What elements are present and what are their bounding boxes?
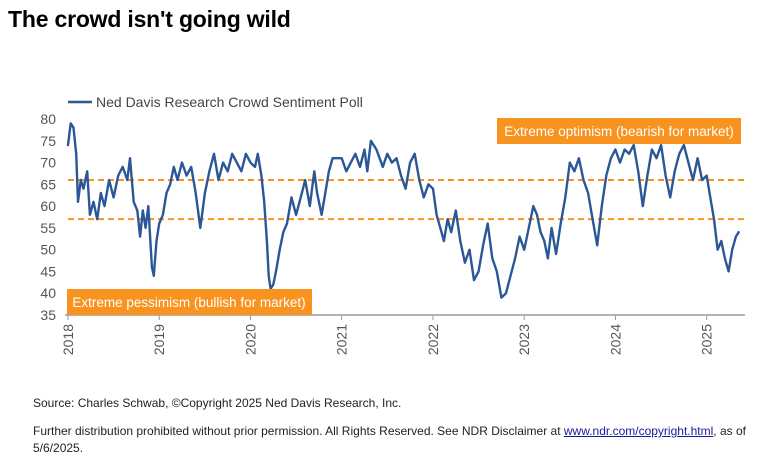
x-tick-label: 2019 [151,324,167,355]
x-tick-label: 2025 [699,324,715,355]
optimism-label-text: Extreme optimism (bearish for market) [504,124,734,139]
pessimism-label-box: Extreme pessimism (bullish for market) [67,289,312,315]
reference-lines [68,178,745,221]
y-tick-label: 50 [40,242,56,258]
y-tick-label: 65 [40,176,56,192]
pessimism-label-text: Extreme pessimism (bullish for market) [72,295,305,310]
source-note: Source: Charles Schwab, ©Copyright 2025 … [33,396,402,410]
disclaimer-suffix: , as of 5/6/2025. [33,424,746,455]
x-tick-label: 2024 [607,324,623,355]
y-tick-label: 45 [40,263,56,279]
disclaimer-prefix: Further distribution prohibited without … [33,424,564,438]
optimism-label-box: Extreme optimism (bearish for market) [497,118,741,144]
x-tick-label: 2021 [334,324,350,355]
sentiment-line-chart: 35 40 45 50 55 60 65 70 75 80 2018 2019 2020 2021 202… [40,94,745,355]
y-axis-ticks: 35 40 45 50 55 60 65 70 75 80 [40,111,56,323]
y-tick-label: 60 [40,198,56,214]
disclaimer-note: Further distribution prohibited without … [33,423,763,457]
y-tick-label: 70 [40,155,56,171]
y-tick-label: 55 [40,220,56,236]
y-tick-label: 40 [40,285,56,301]
legend-label: Ned Davis Research Crowd Sentiment Poll [96,94,363,110]
x-tick-label: 2023 [516,324,532,355]
x-tick-label: 2018 [60,324,76,355]
optimism-label-bg [497,118,741,144]
x-tick-label: 2022 [425,324,441,355]
ndr-copyright-link[interactable]: www.ndr.com/copyright.html [563,424,714,438]
legend: Ned Davis Research Crowd Sentiment Poll [68,94,363,110]
x-axis-ticks: 2018 2019 2020 2021 2022 2023 2024 2025 [60,315,715,355]
sentiment-series-line [66,122,740,299]
pessimism-label-bg [67,289,312,315]
x-tick-label: 2020 [242,324,258,355]
y-tick-label: 35 [40,307,56,323]
chart-title: The crowd isn't going wild [8,6,291,32]
y-tick-label: 80 [40,111,56,127]
y-tick-label: 75 [40,133,56,149]
